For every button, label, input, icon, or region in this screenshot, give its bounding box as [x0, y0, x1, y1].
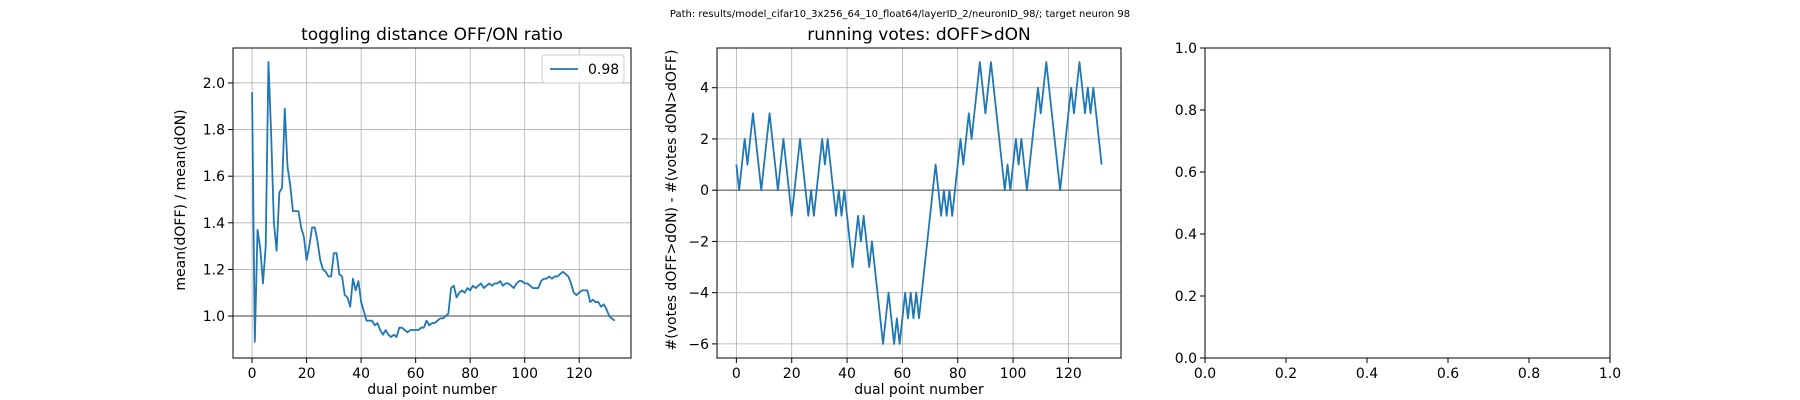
panel-0-xtick-label-6: 120 — [566, 366, 593, 382]
panel-0-ytick-label-1: 1.2 — [203, 262, 225, 278]
panel-2-ytick-label-4: 0.8 — [1175, 103, 1197, 119]
panel-1-ytick-label-0: −6 — [688, 337, 709, 353]
panel-0-legend-box — [541, 54, 625, 84]
panel-2-axes-frame — [1204, 47, 1611, 359]
panel-0-ytick-label-4: 1.8 — [203, 123, 225, 139]
panel-0-xtick-label-0: 0 — [248, 366, 257, 382]
panel-1-series-line-0 — [735, 61, 1103, 345]
panel-1-xtick-label-5: 100 — [1000, 366, 1027, 382]
panel-1-ylabel: #(votes dOFF>dON) - #(votes dON>dOFF) — [664, 50, 680, 351]
panel-0-series-line-0 — [251, 61, 616, 343]
panel-2-xtick-label-0: 0.0 — [1194, 366, 1216, 382]
panel-2-xtick-label-2: 0.4 — [1356, 366, 1378, 382]
panel-2-xtick-label-4: 0.8 — [1518, 366, 1540, 382]
panel-0-ytick-label-3: 1.6 — [203, 169, 225, 185]
panel-1-xtick-label-1: 20 — [783, 366, 801, 382]
panel-toggling-ratio: toggling distance OFF/ON ratio dual poin… — [173, 25, 632, 398]
panel-2-ytick-label-2: 0.4 — [1175, 227, 1197, 243]
panel-running-votes: running votes: dOFF>dON dual point numbe… — [664, 25, 1122, 398]
panel-2-xtick-label-5: 1.0 — [1599, 366, 1621, 382]
panel-2-ytick-label-1: 0.2 — [1175, 289, 1197, 305]
panel-2-ytick-label-3: 0.6 — [1175, 165, 1197, 181]
panel-1-ytick-label-1: −4 — [688, 286, 709, 302]
panel-0-xtick-label-4: 80 — [461, 366, 479, 382]
panel-0-axes-frame — [232, 47, 632, 359]
panel-2-ytick-label-0: 0.0 — [1175, 351, 1197, 367]
panel-0-xtick-label-3: 60 — [407, 366, 425, 382]
panel-2-xtick-label-3: 0.6 — [1437, 366, 1459, 382]
panel-0-ytick-label-0: 1.0 — [203, 309, 225, 325]
panel-0-xtick-label-2: 40 — [352, 366, 370, 382]
panel-empty: 0.0 0.2 0.4 0.6 0.8 1.0 0.0 0.2 0.4 0.6 0.8 1.0 — [1175, 41, 1621, 382]
panel-2-xtick-label-1: 0.2 — [1275, 366, 1297, 382]
panel-1-ytick-label-3: 0 — [700, 183, 709, 199]
figure-suptitle: Path: results/model_cifar10_3x256_64_10_… — [670, 9, 1130, 20]
panel-1-title: running votes: dOFF>dON — [807, 25, 1030, 45]
panel-0-legend-label: 0.98 — [588, 62, 619, 78]
panel-1-xtick-label-6: 120 — [1055, 366, 1082, 382]
panel-1-ytick-label-5: 4 — [700, 81, 709, 97]
panel-2-ytick-label-5: 1.0 — [1175, 41, 1197, 57]
panel-1-xtick-label-2: 40 — [838, 366, 856, 382]
panel-1-xtick-label-4: 80 — [949, 366, 967, 382]
panel-0-xtick-label-5: 100 — [511, 366, 538, 382]
panel-1-axes-frame — [716, 47, 1122, 359]
panel-0-title: toggling distance OFF/ON ratio — [301, 25, 563, 45]
panel-1-ytick-label-4: 2 — [700, 132, 709, 148]
panel-1-ytick-label-2: −2 — [688, 234, 709, 250]
panel-0-xlabel: dual point number — [367, 382, 497, 398]
panel-1-xtick-label-3: 60 — [893, 366, 911, 382]
panel-0-ytick-label-5: 2.0 — [203, 76, 225, 92]
panel-1-xtick-label-0: 0 — [732, 366, 741, 382]
panel-0-xtick-label-1: 20 — [298, 366, 316, 382]
panel-0-ylabel: mean(dOFF) / mean(dON) — [173, 109, 189, 290]
panel-1-xlabel: dual point number — [854, 382, 984, 398]
panel-0-ytick-label-2: 1.4 — [203, 216, 225, 232]
